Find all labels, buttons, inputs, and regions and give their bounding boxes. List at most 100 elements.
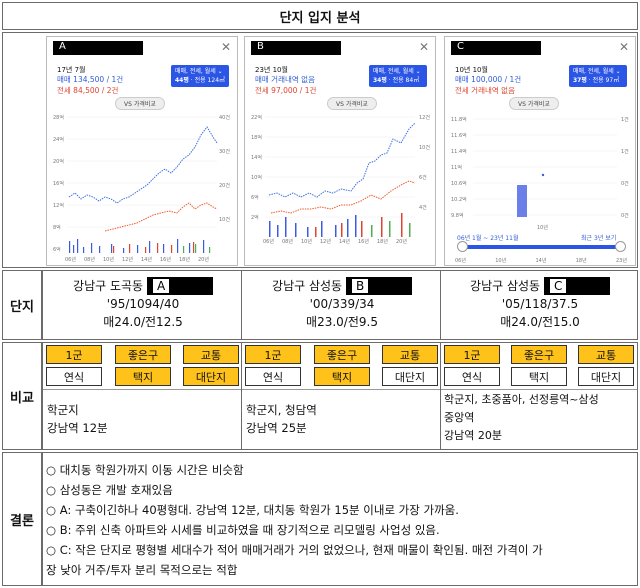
redacted-name: B (345, 277, 412, 295)
svg-text:6억: 6억 (53, 246, 61, 253)
svg-text:16년: 16년 (358, 238, 369, 245)
tag-1gun: 1군 (444, 345, 500, 364)
lease-info: 전세 97,000 / 1건 (255, 86, 317, 95)
svg-text:1건: 1건 (621, 148, 629, 155)
svg-text:10.2억: 10.2억 (451, 196, 467, 203)
conclusion-line: ○ C: 작은 단지로 평형별 세대수가 적어 매매거래가 거의 없었으나, 현… (46, 543, 543, 557)
conclusion-box (42, 452, 638, 586)
compare-c: 1군 좋은구 교통 연식 택지 대단지 학군지, 초중품아, 선정릉역~삼성 중… (440, 342, 638, 450)
svg-text:08년: 08년 (84, 256, 95, 263)
deal-date: 10년 10월 (455, 66, 488, 74)
price: 매24.0/전15.0 (500, 315, 580, 329)
range-text: 06년 1월 ~ 23년 11월 (457, 235, 519, 242)
svg-text:08년: 08년 (282, 238, 293, 245)
svg-text:14년: 14년 (141, 256, 152, 263)
address: 강남구 도곡동 (73, 279, 144, 293)
svg-text:10건: 10건 (419, 144, 430, 151)
recent-3y-link[interactable]: 최근 3년 보기 (581, 235, 617, 242)
panel-a: A ✕ 17년 7월 매매 134,500 / 1건 전세 84,500 / 2… (46, 36, 238, 266)
danji-c: 강남구 삼성동 C '05/118/37.5 매24.0/전15.0 (440, 270, 638, 340)
danji-b: 강남구 삼성동 B '00/339/34 매23.0/전9.5 (241, 270, 441, 340)
tag-transport: 교통 (382, 345, 438, 364)
svg-text:8억: 8억 (53, 224, 61, 231)
conclusion-text: ○ 대치동 학원가까지 이동 시간은 비슷함 ○ 삼성동은 개발 호재있음 ○ … (46, 460, 636, 580)
slider-handle-left[interactable] (457, 241, 468, 252)
row-label-danji: 단지 (2, 270, 42, 340)
vs-compare-button[interactable]: VS 가격비교 (327, 97, 377, 110)
conclusion-line: ○ 삼성동은 개발 호재있음 (46, 483, 173, 497)
svg-text:06년: 06년 (263, 238, 274, 245)
tag-1gun: 1군 (46, 345, 102, 364)
svg-text:12년: 12년 (320, 238, 331, 245)
svg-text:06년: 06년 (65, 256, 76, 263)
slider-handle-right[interactable] (615, 241, 626, 252)
note-line: 강남역 25분 (246, 421, 307, 435)
svg-text:24억: 24억 (53, 136, 64, 143)
lease-info: 전세 84,500 / 2건 (57, 86, 119, 95)
svg-text:20년: 20년 (396, 238, 407, 245)
conclusion-line: ○ A: 구축이긴하나 40평형대. 강남역 12분, 대치동 학원가 15분 … (46, 503, 459, 517)
price: 매23.0/전9.5 (306, 315, 378, 329)
conclusion-line: 장 낮아 거주/투자 분리 목적으로는 적합 (46, 563, 238, 577)
svg-text:2억: 2억 (251, 214, 259, 221)
conclusion-line: ○ 대치동 학원가까지 이동 시간은 비슷함 (46, 463, 244, 477)
filter-dropdown[interactable]: 매매, 전세, 월세 ⌄ 37평 · 전용 97㎡ (569, 65, 627, 87)
sale-info: 매매 134,500 / 1건 (57, 75, 124, 84)
tag-taekji: 택지 (511, 367, 567, 386)
redacted-name: A (53, 41, 143, 55)
page-title: 단지 입지 분석 (2, 2, 638, 30)
vs-compare-button[interactable]: VS 가격비교 (115, 97, 165, 110)
note-line: 학군지, 청담역 (246, 403, 317, 417)
svg-text:22억: 22억 (251, 114, 262, 121)
sale-info: 매매 거래내역 없음 (255, 75, 315, 84)
deal-date: 23년 10월 (255, 66, 288, 74)
address: 강남구 삼성동 (470, 279, 541, 293)
note-line: 강남역 12분 (47, 421, 108, 435)
note-line: 중앙역 (444, 411, 475, 424)
svg-text:16년: 16년 (160, 256, 171, 263)
svg-text:10.6억: 10.6억 (451, 180, 467, 187)
svg-text:20년: 20년 (198, 256, 209, 263)
vs-compare-button[interactable]: VS 가격비교 (509, 97, 559, 110)
svg-text:14년: 14년 (339, 238, 350, 245)
compare-b: 1군 좋은구 교통 연식 택지 대단지 학군지, 청담역 강남역 25분 (241, 342, 441, 450)
svg-text:40건: 40건 (219, 114, 230, 121)
svg-text:18년: 18년 (179, 256, 190, 263)
note-line: 강남역 20분 (444, 429, 502, 442)
tag-taekji: 택지 (314, 367, 370, 386)
tag-large-complex: 대단지 (578, 367, 634, 386)
tag-1gun: 1군 (245, 345, 301, 364)
svg-text:12건: 12건 (419, 114, 430, 121)
row-label-conclusion: 결론 (2, 452, 42, 586)
svg-text:10년: 10년 (103, 256, 114, 263)
svg-text:1건: 1건 (621, 116, 629, 123)
deal-date: 17년 7월 (57, 66, 86, 74)
range-axis: 06년 10년 14년 18년 23년 (455, 258, 627, 264)
price-chart-c: 11.8억 11.6억 11.4억 11억 10.6억 10.2억 9.8억 1건 1건 0건 0… (451, 116, 629, 231)
price-chart-b: 22억 18억 14억 10억 6억 2억 12건 10건 6건 4건 06년 08년 10년 12년… (251, 114, 430, 245)
tag-large-complex: 대단지 (382, 367, 438, 386)
filter-dropdown[interactable]: 매매, 전세, 월세 ⌄ 34평 · 전용 84㎡ (369, 65, 427, 87)
close-icon[interactable]: ✕ (618, 40, 629, 54)
range-slider[interactable] (461, 245, 621, 249)
close-icon[interactable]: ✕ (220, 40, 231, 54)
tag-good-gu: 좋은구 (511, 345, 567, 364)
danji-a: 강남구 도곡동 A '95/1094/40 매24.0/전12.5 (42, 270, 242, 340)
redacted-name: C (543, 277, 610, 295)
svg-text:11.8억: 11.8억 (451, 116, 467, 123)
note-line: 학군지, 초중품아, 선정릉역~삼성 (444, 393, 599, 406)
svg-text:16억: 16억 (53, 180, 64, 187)
lease-info: 전세 거래내역 없음 (455, 86, 515, 95)
svg-text:6억: 6억 (251, 194, 259, 201)
close-icon[interactable]: ✕ (418, 40, 429, 54)
svg-text:30건: 30건 (219, 148, 230, 155)
svg-text:4건: 4건 (419, 204, 427, 211)
filter-dropdown[interactable]: 매매, 전세, 월세 ⌄ 44평 · 전용 124㎡ (171, 65, 229, 87)
svg-text:10년: 10년 (301, 238, 312, 245)
price-chart-a: 28억 24억 20억 16억 12억 8억 6억 40건 30건 20건 10건 06년 08년 1… (53, 114, 230, 263)
svg-text:18억: 18억 (251, 134, 262, 141)
svg-text:11억: 11억 (451, 164, 462, 171)
svg-text:18년: 18년 (377, 238, 388, 245)
svg-text:6건: 6건 (419, 174, 427, 181)
svg-text:10억: 10억 (251, 174, 262, 181)
